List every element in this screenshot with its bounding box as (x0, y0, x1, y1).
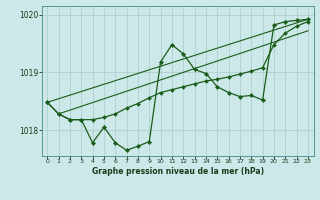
X-axis label: Graphe pression niveau de la mer (hPa): Graphe pression niveau de la mer (hPa) (92, 167, 264, 176)
